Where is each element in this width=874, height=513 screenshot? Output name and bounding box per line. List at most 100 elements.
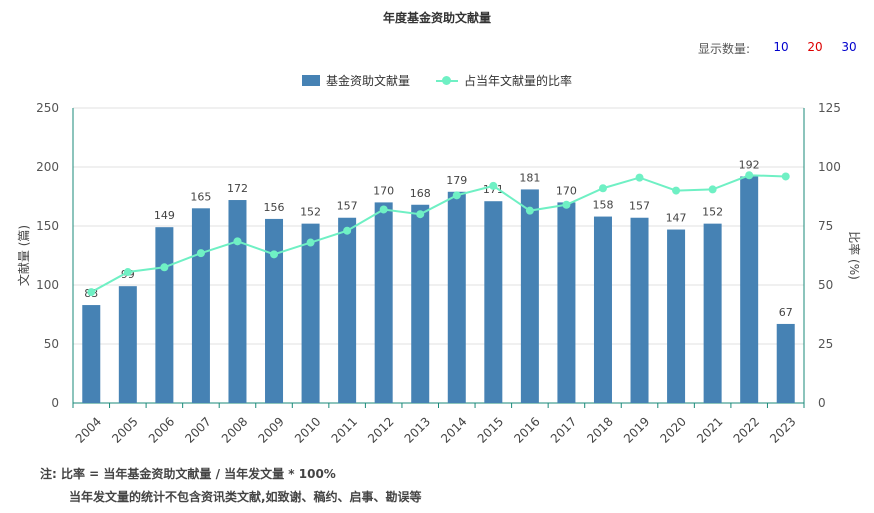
x-tick-label: 2018: [584, 414, 615, 445]
note-exclusion: 当年发文量的统计不包含资讯类文献,如致谢、稿约、启事、勘误等: [69, 490, 422, 504]
bar: [447, 191, 466, 403]
bar: [630, 217, 649, 403]
ratio-point: [196, 249, 205, 258]
legend-line-label: 占当年文献量的比率: [464, 74, 573, 88]
ratio-point: [306, 238, 315, 247]
ratio-point: [379, 205, 388, 214]
ratio-point: [562, 200, 571, 209]
ratio-point: [123, 268, 132, 277]
y-tick-label: 50: [44, 337, 59, 351]
chart-notes: 注: 比率 = 当年基金资助文献量 / 当年发文量 * 100% 当年发文量的统…: [40, 463, 422, 509]
bar: [557, 202, 576, 403]
ratio-point: [416, 210, 425, 219]
bar: [520, 189, 539, 403]
x-tick-label: 2008: [219, 414, 250, 445]
x-tick-label: 2023: [767, 414, 798, 445]
bar: [667, 229, 686, 403]
x-tick-label: 2004: [73, 414, 104, 445]
y-right-axis-title: 比率 (%): [847, 231, 862, 280]
x-tick-label: 2012: [365, 414, 396, 445]
x-tick-label: 2010: [292, 414, 323, 445]
bar-value-label: 165: [190, 190, 211, 203]
y-right-tick-label: 25: [818, 337, 833, 351]
display-count-selector: 显示数量: 10 20 30: [698, 40, 866, 57]
bar-value-label: 149: [154, 209, 175, 222]
bar: [191, 208, 210, 403]
legend-item-bar[interactable]: 基金资助文献量: [301, 72, 410, 89]
x-tick-label: 2020: [657, 414, 688, 445]
bar-value-label: 192: [739, 158, 760, 171]
y-right-tick-label: 125: [818, 101, 841, 115]
bar-value-label: 168: [410, 187, 431, 200]
y-tick-label: 200: [36, 160, 59, 174]
y-right-tick-label: 50: [818, 278, 833, 292]
bar: [338, 217, 357, 403]
bar: [411, 204, 430, 403]
y-axis-title: 文献量 (篇): [16, 225, 31, 286]
x-tick-label: 2016: [511, 414, 542, 445]
ratio-point: [233, 237, 242, 246]
y-tick-label: 100: [36, 278, 59, 292]
bar: [82, 305, 101, 403]
y-tick-label: 150: [36, 219, 59, 233]
chart-legend: 基金资助文献量 占当年文献量的比率: [0, 72, 874, 89]
ratio-point: [270, 250, 279, 259]
bar-value-label: 152: [702, 206, 723, 219]
ratio-point: [489, 181, 498, 190]
bar: [118, 286, 137, 403]
bar-value-label: 179: [446, 174, 467, 187]
ratio-point: [343, 226, 352, 235]
x-tick-label: 2006: [146, 414, 177, 445]
bar-value-label: 170: [556, 184, 577, 197]
legend-item-line[interactable]: 占当年文献量的比率: [436, 72, 572, 89]
ratio-point: [635, 173, 644, 182]
ratio-point: [781, 172, 790, 181]
bar-value-label: 170: [373, 184, 394, 197]
legend-bar-swatch: [301, 75, 320, 86]
bar: [740, 176, 759, 403]
x-tick-label: 2022: [731, 414, 762, 445]
x-tick-label: 2013: [402, 414, 433, 445]
bar-value-label: 67: [779, 306, 793, 319]
bar-value-label: 156: [264, 201, 285, 214]
y-right-tick-label: 0: [818, 396, 826, 410]
bar-value-label: 152: [300, 206, 321, 219]
legend-line-swatch: [436, 75, 458, 86]
ratio-point: [708, 185, 717, 194]
display-count-10[interactable]: 10: [773, 40, 789, 54]
ratio-line: [90, 174, 786, 293]
bar: [155, 227, 174, 403]
bar-value-label: 172: [227, 182, 248, 195]
ratio-point: [745, 171, 754, 180]
bar-value-label: 181: [519, 171, 540, 184]
x-tick-label: 2011: [329, 414, 360, 445]
ratio-point: [160, 263, 169, 272]
ratio-point: [598, 184, 607, 193]
x-tick-label: 2005: [109, 414, 140, 445]
x-tick-label: 2017: [548, 414, 579, 445]
bar: [703, 223, 722, 403]
x-tick-label: 2009: [255, 414, 286, 445]
ratio-point: [525, 206, 534, 215]
y-right-tick-label: 100: [818, 160, 841, 174]
y-right-tick-label: 75: [818, 219, 833, 233]
display-count-30[interactable]: 30: [841, 40, 857, 54]
bar: [776, 323, 795, 403]
x-tick-label: 2019: [621, 414, 652, 445]
display-count-20[interactable]: 20: [807, 40, 823, 54]
ratio-point: [452, 191, 461, 200]
bar: [265, 218, 284, 403]
bar-value-label: 157: [337, 200, 358, 213]
bar: [593, 216, 612, 403]
x-tick-label: 2021: [694, 414, 725, 445]
bar: [301, 223, 320, 403]
chart-canvas: 0 50 100 150 200 250 0 25 50 75 100 125 文献量 (篇) 比率 (%…: [16, 101, 862, 446]
legend-bar-label: 基金资助文献量: [325, 74, 410, 88]
x-tick-label: 2015: [475, 414, 506, 445]
bar-value-label: 157: [629, 200, 650, 213]
bar-value-label: 158: [592, 199, 613, 212]
ratio-point: [87, 288, 96, 297]
x-tick-label: 2007: [182, 414, 213, 445]
bar-value-label: 147: [666, 212, 687, 225]
chart-title: 年度基金资助文献量: [382, 11, 491, 25]
